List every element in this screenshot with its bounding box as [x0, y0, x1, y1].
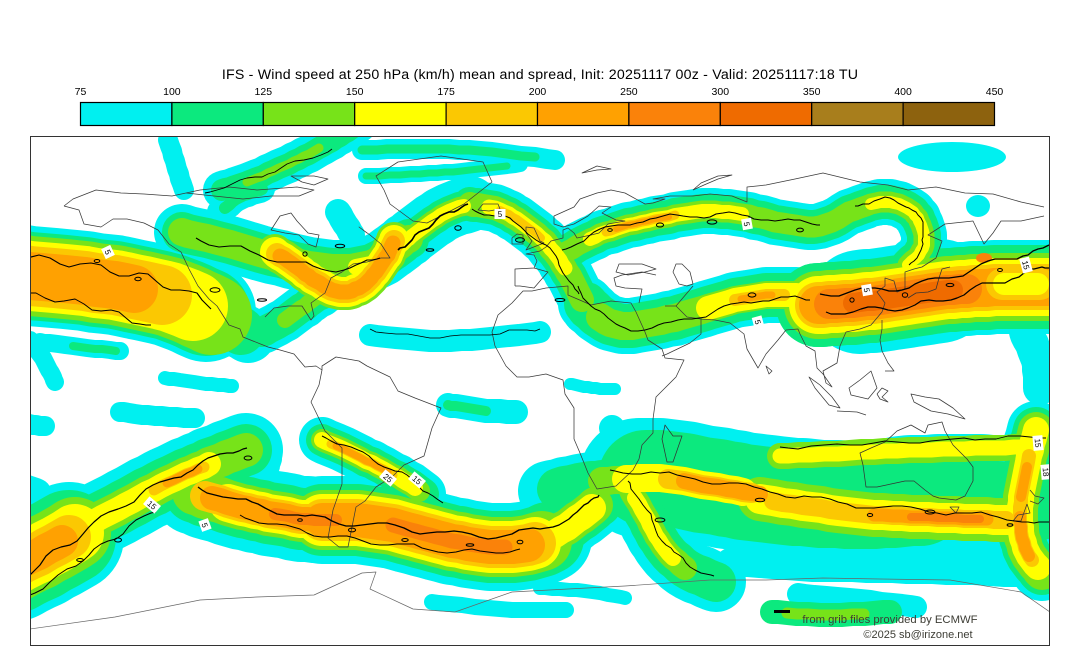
svg-text:150: 150 [346, 86, 364, 98]
svg-text:125: 125 [255, 86, 273, 98]
svg-text:350: 350 [803, 86, 821, 98]
svg-text:75: 75 [75, 86, 87, 98]
svg-text:400: 400 [894, 86, 912, 98]
svg-text:5: 5 [200, 522, 210, 530]
svg-text:175: 175 [437, 86, 455, 98]
svg-text:5: 5 [742, 221, 752, 227]
svg-text:18: 18 [1041, 467, 1051, 477]
svg-text:100: 100 [163, 86, 181, 98]
svg-text:5: 5 [862, 287, 872, 293]
svg-text:200: 200 [529, 86, 547, 98]
svg-text:IFS - Wind speed at 250 hPa (k: IFS - Wind speed at 250 hPa (km/h) mean … [222, 67, 858, 83]
svg-text:from grib files provided by EC: from grib files provided by ECMWF [802, 614, 977, 626]
svg-text:15: 15 [1020, 260, 1031, 271]
svg-text:5: 5 [103, 248, 113, 256]
svg-text:5: 5 [498, 210, 503, 219]
svg-text:250: 250 [620, 86, 638, 98]
svg-text:15: 15 [1033, 438, 1043, 448]
svg-text:5: 5 [753, 319, 763, 326]
svg-text:300: 300 [712, 86, 730, 98]
svg-text:©2025 sb@irizone.net: ©2025 sb@irizone.net [863, 629, 972, 641]
svg-text:450: 450 [986, 86, 1004, 98]
